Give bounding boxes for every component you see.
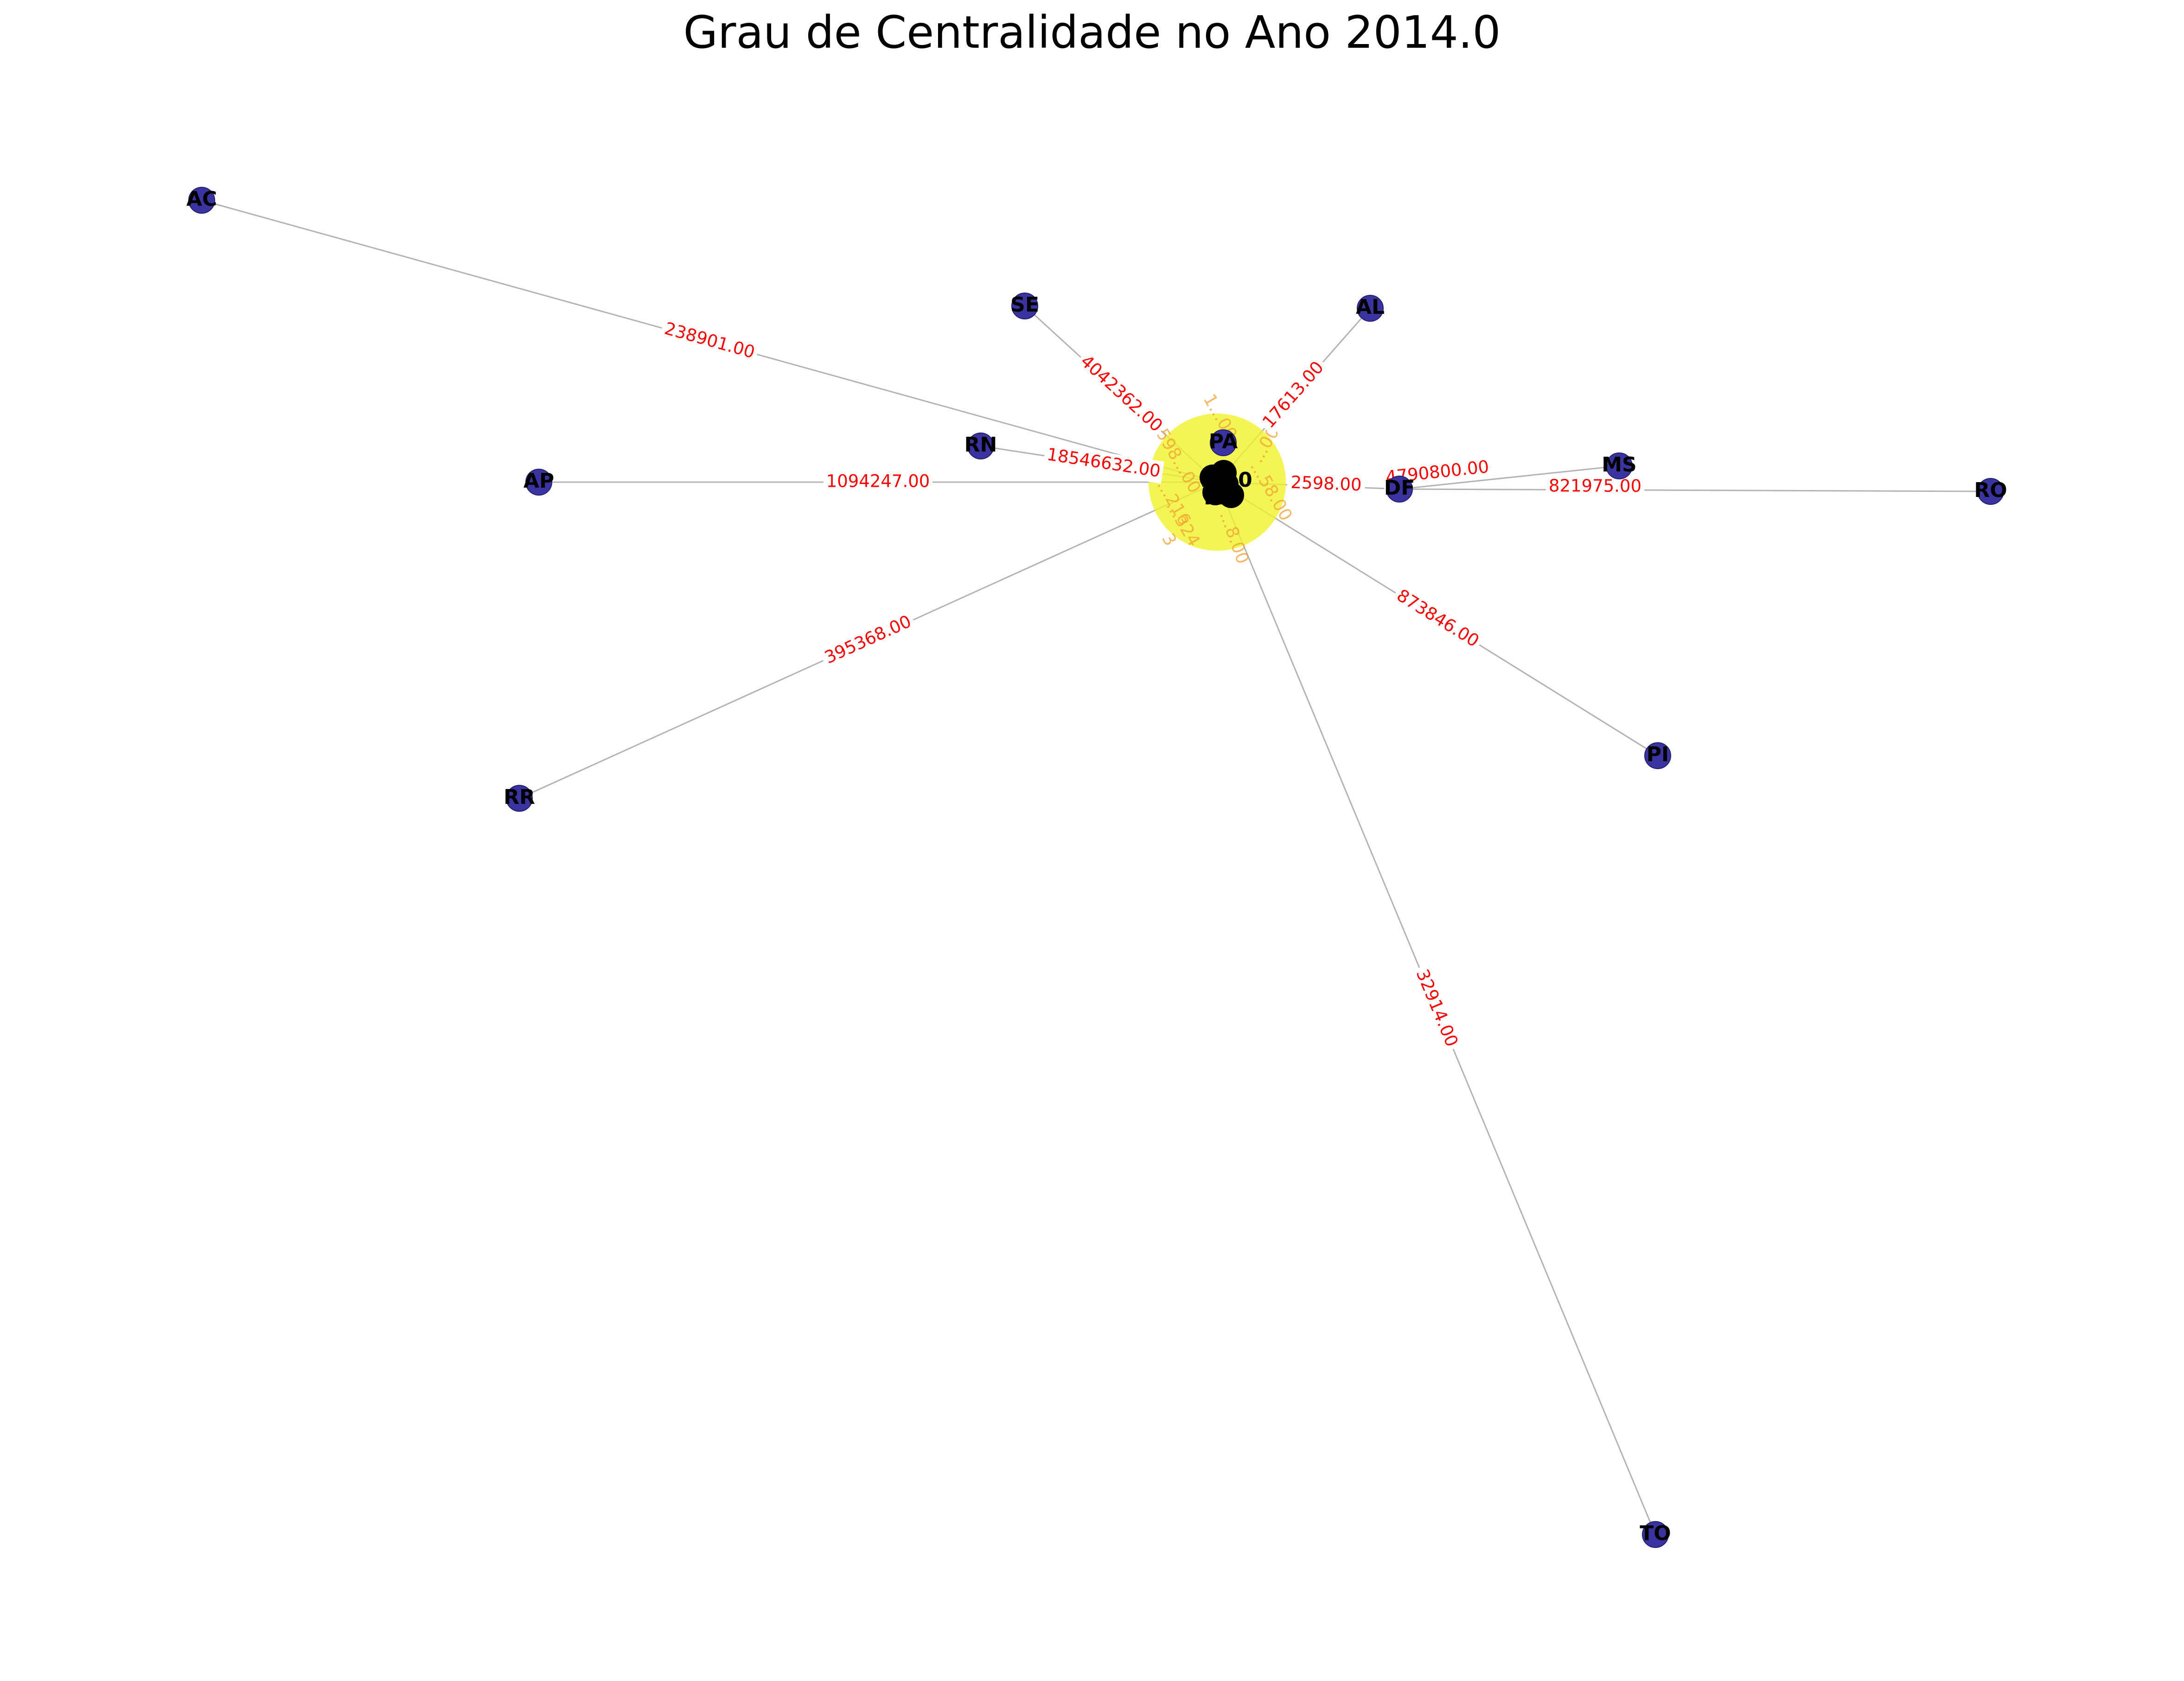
node-label-rr: RR	[504, 785, 535, 809]
node-label-df: DF	[1384, 476, 1415, 500]
node-ap	[525, 469, 552, 496]
edge-label-bg	[1073, 349, 1169, 439]
edge-label-text: 238901.00	[662, 318, 757, 363]
edges-layer	[201, 199, 1991, 1535]
edge-label-text: 873846.00	[1393, 585, 1483, 651]
edge-label-text: 18546632.00	[1046, 444, 1162, 481]
edge-label-bg	[1256, 355, 1331, 436]
edge-DF-RO	[1399, 488, 1991, 492]
graph-title: Grau de Centralidade no Ano 2014.0	[683, 6, 1501, 58]
node-label-ms: MS	[1602, 453, 1636, 477]
edge-label-text: 395368.00	[822, 611, 914, 668]
edge-labels-layer: 238901.00 4042362.00 17613.00 18546632.00 10…	[659, 317, 1645, 1053]
edge-label-bg	[1287, 471, 1366, 497]
node-label-se: SE	[1010, 293, 1039, 317]
edge-label-bg	[1043, 443, 1164, 484]
hub-inner-label: 3	[1158, 530, 1181, 549]
node-al	[1357, 295, 1384, 322]
node-to	[1642, 1521, 1669, 1548]
edge-label-hub-AP: 1094247.00	[824, 471, 932, 493]
edge-label-hub-TO: 32914.00	[1409, 963, 1464, 1053]
node-label-pa: PA	[1209, 430, 1238, 453]
node-ro	[1977, 478, 2004, 505]
node-rn	[967, 433, 994, 459]
node-label-rn: RN	[964, 433, 997, 457]
edge-label-hub-SE: 4042362.00	[1073, 349, 1169, 439]
edge-label-hub-RR: 395368.00	[818, 610, 918, 671]
edge-label-bg	[1409, 963, 1464, 1053]
edge-label-text: 17613.00	[1258, 357, 1328, 432]
node-df	[1386, 476, 1413, 503]
edge-label-DF-RO: 821975.00	[1545, 475, 1645, 498]
edge-label-text: 2598.00	[1290, 472, 1362, 495]
node-label-al: AL	[1356, 295, 1385, 319]
edge-label-hub-AC: 238901.00	[659, 317, 760, 365]
nodes-layer: AC SE AL RN PA AP MS DF RO RR PI TO 2...0PB	[186, 187, 2007, 1548]
node-pa	[1210, 429, 1237, 456]
node-ms	[1606, 452, 1633, 479]
node-label-ro: RO	[1974, 478, 2007, 502]
node-pi	[1644, 742, 1671, 769]
edge-label-bg	[824, 471, 932, 493]
node-label-pi: PI	[1647, 743, 1669, 766]
hub-label: 2...0	[1201, 468, 1252, 492]
hub-cluster-node	[1211, 460, 1237, 486]
edge-label-hub-AL: 17613.00	[1256, 355, 1331, 436]
hub-overlap-label: PB	[1204, 486, 1234, 509]
node-se	[1011, 293, 1038, 319]
edge-label-text: 4042362.00	[1077, 351, 1167, 436]
edge-label-hub-RN: 18546632.00	[1043, 443, 1164, 484]
node-label-ap: AP	[524, 469, 554, 493]
edge-DF-MS	[1399, 465, 1620, 490]
edge-label-hub-DF: 2598.00	[1287, 471, 1366, 497]
edge-label-text: 821975.00	[1549, 476, 1641, 496]
edge-label-bg	[818, 610, 918, 671]
node-rr	[506, 785, 533, 812]
edge-label-text: 1094247.00	[826, 471, 930, 491]
edge-label-bg	[1545, 475, 1645, 498]
edge-label-hub-PI: 873846.00	[1390, 583, 1485, 655]
node-label-to: TO	[1640, 1522, 1671, 1545]
node-label-ac: AC	[186, 187, 217, 211]
edge-label-bg	[659, 317, 760, 365]
edge-label-bg	[1390, 583, 1485, 655]
node-ac	[188, 187, 215, 214]
hub-cluster-node	[1218, 482, 1244, 508]
